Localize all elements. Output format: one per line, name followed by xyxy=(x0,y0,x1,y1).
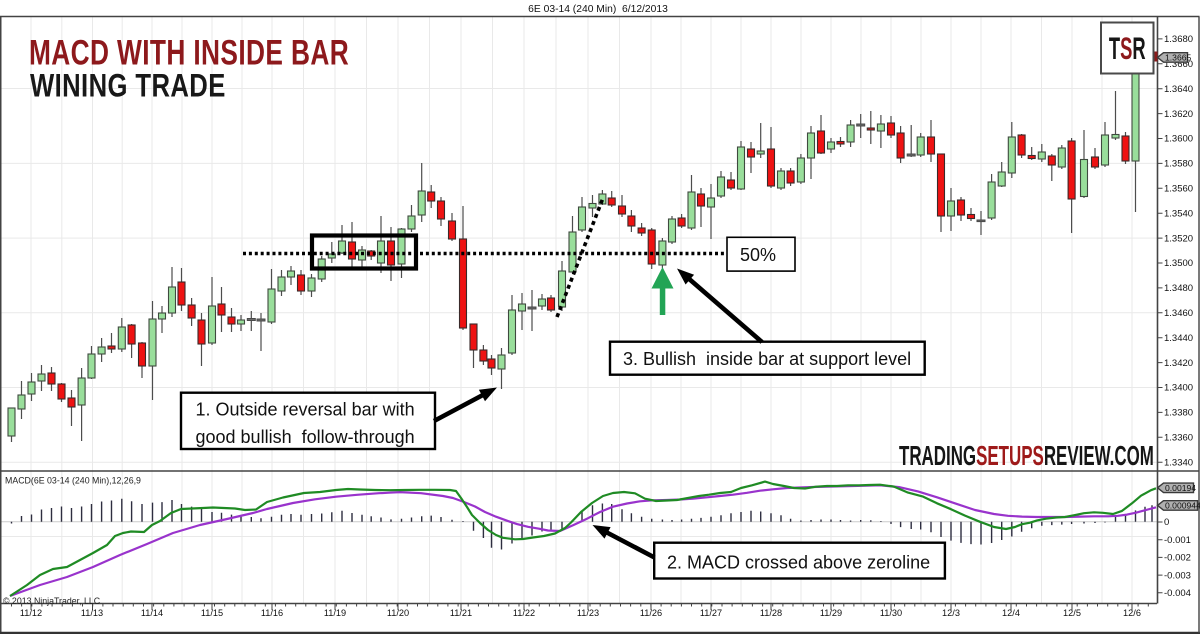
svg-text:1.3380: 1.3380 xyxy=(1164,408,1193,419)
svg-text:-0.001: -0.001 xyxy=(1164,535,1191,546)
svg-text:1.3560: 1.3560 xyxy=(1164,184,1193,195)
svg-text:11/27: 11/27 xyxy=(700,608,722,618)
svg-text:© 2013 NinjaTrader, LLC: © 2013 NinjaTrader, LLC xyxy=(3,596,101,606)
svg-text:MACD(6E 03-14 (240 Min),12,26,: MACD(6E 03-14 (240 Min),12,26,9 xyxy=(5,476,141,486)
svg-text:TSR: TSR xyxy=(1109,32,1146,66)
svg-text:1.3520: 1.3520 xyxy=(1164,233,1193,244)
svg-text:11/14: 11/14 xyxy=(141,608,163,618)
svg-text:11/20: 11/20 xyxy=(387,608,409,618)
svg-text:MACD WITH INSIDE BAR: MACD WITH INSIDE BAR xyxy=(29,33,349,73)
svg-text:11/26: 11/26 xyxy=(640,608,662,618)
svg-text:12/6: 12/6 xyxy=(1123,608,1141,618)
svg-text:50%: 50% xyxy=(740,245,776,265)
svg-text:11/16: 11/16 xyxy=(261,608,283,618)
svg-text:1. Outside reversal bar with: 1. Outside reversal bar with xyxy=(196,400,415,420)
svg-text:11/22: 11/22 xyxy=(513,608,535,618)
svg-text:2. MACD crossed above zeroline: 2. MACD crossed above zeroline xyxy=(667,553,930,573)
svg-text:11/29: 11/29 xyxy=(820,608,842,618)
svg-text:1.3540: 1.3540 xyxy=(1164,208,1193,219)
svg-text:11/19: 11/19 xyxy=(324,608,346,618)
svg-text:1.3500: 1.3500 xyxy=(1164,258,1193,269)
svg-text:12/5: 12/5 xyxy=(1063,608,1081,618)
svg-text:1.3620: 1.3620 xyxy=(1164,109,1193,120)
svg-text:1.3640: 1.3640 xyxy=(1164,84,1193,95)
svg-text:11/28: 11/28 xyxy=(760,608,782,618)
svg-text:3. Bullish inside bar at supp: 3. Bullish inside bar at support level xyxy=(623,349,911,369)
svg-text:1.3460: 1.3460 xyxy=(1164,308,1193,319)
svg-text:1.3400: 1.3400 xyxy=(1164,383,1193,394)
svg-text:11/21: 11/21 xyxy=(450,608,472,618)
svg-text:-0.002: -0.002 xyxy=(1164,553,1191,564)
svg-text:12/3: 12/3 xyxy=(942,608,960,618)
svg-text:1.3340: 1.3340 xyxy=(1164,457,1193,468)
svg-text:11/23: 11/23 xyxy=(577,608,599,618)
svg-text:WINING TRADE: WINING TRADE xyxy=(30,68,226,105)
svg-text:6E 03-14 (240 Min) 6/12/2013: 6E 03-14 (240 Min) 6/12/2013 xyxy=(528,4,668,15)
svg-text:1.3600: 1.3600 xyxy=(1164,134,1193,145)
svg-text:1.3440: 1.3440 xyxy=(1164,333,1193,344)
svg-text:0.000944: 0.000944 xyxy=(1165,500,1200,510)
svg-text:11/13: 11/13 xyxy=(81,608,103,618)
svg-text:good bullish follow-through: good bullish follow-through xyxy=(196,427,415,447)
svg-text:TRADINGSETUPSREVIEW.COM: TRADINGSETUPSREVIEW.COM xyxy=(899,439,1154,470)
svg-text:0.00194: 0.00194 xyxy=(1165,483,1196,493)
svg-text:1.3580: 1.3580 xyxy=(1164,159,1193,170)
svg-text:1.3480: 1.3480 xyxy=(1164,283,1193,294)
svg-text:1.3665: 1.3665 xyxy=(1165,52,1192,62)
svg-text:11/12: 11/12 xyxy=(20,608,42,618)
svg-text:11/15: 11/15 xyxy=(201,608,223,618)
svg-text:1.3420: 1.3420 xyxy=(1164,358,1193,369)
svg-text:1.3680: 1.3680 xyxy=(1164,34,1193,45)
svg-text:-0.004: -0.004 xyxy=(1164,588,1191,599)
svg-text:-0.003: -0.003 xyxy=(1164,570,1191,581)
svg-text:1.3360: 1.3360 xyxy=(1164,433,1193,444)
svg-text:11/30: 11/30 xyxy=(880,608,902,618)
svg-text:12/4: 12/4 xyxy=(1002,608,1020,618)
svg-text:1.3660: 1.3660 xyxy=(1164,59,1193,70)
svg-text:0: 0 xyxy=(1164,517,1169,528)
